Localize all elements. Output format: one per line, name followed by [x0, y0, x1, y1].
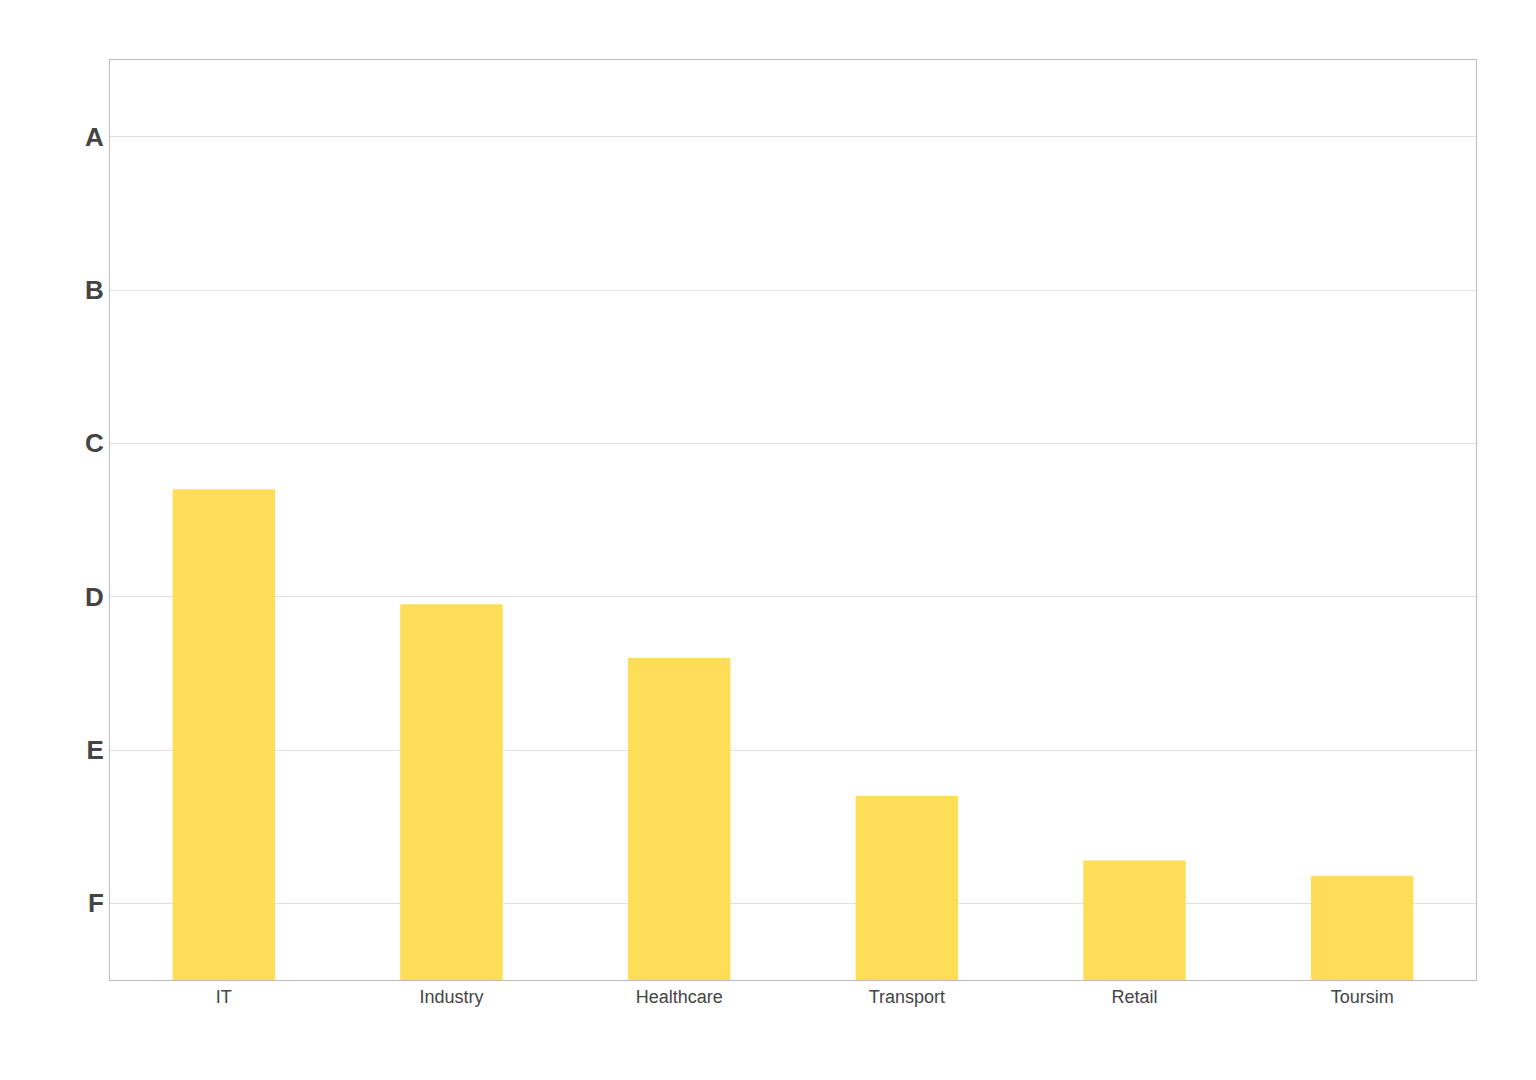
- svg-text:F: F: [88, 888, 104, 918]
- svg-text:Transport: Transport: [869, 987, 945, 1007]
- svg-text:Industry: Industry: [419, 987, 483, 1007]
- svg-text:Healthcare: Healthcare: [636, 987, 723, 1007]
- svg-text:IT: IT: [216, 987, 232, 1007]
- svg-text:E: E: [86, 735, 103, 765]
- svg-text:B: B: [85, 275, 104, 305]
- svg-text:Toursim: Toursim: [1331, 987, 1394, 1007]
- svg-text:A: A: [85, 122, 104, 152]
- svg-text:D: D: [85, 582, 104, 612]
- svg-text:Retail: Retail: [1111, 987, 1157, 1007]
- svg-text:C: C: [85, 428, 104, 458]
